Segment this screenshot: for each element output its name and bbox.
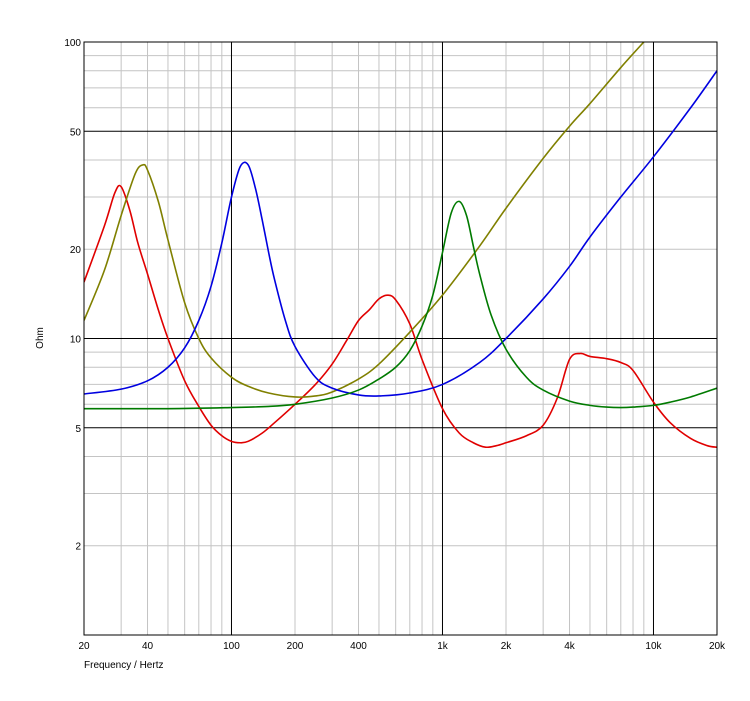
impedance-curve-2 [84, 42, 645, 398]
series-layer [84, 42, 717, 449]
x-axis-title: Frequency / Hertz [84, 660, 163, 671]
y-axis-title: Ohm [35, 327, 46, 349]
x-tick-label: 10k [645, 641, 662, 652]
major-grid [84, 42, 717, 635]
y-tick-label: 100 [64, 38, 81, 49]
plot-frame [83, 41, 718, 636]
x-tick-label: 20 [78, 641, 90, 652]
impedance-curve-1 [84, 184, 717, 449]
x-tick-label: 1k [437, 641, 449, 652]
y-tick-label: 50 [70, 127, 82, 138]
x-tick-label: 100 [223, 641, 240, 652]
x-tick-label: 40 [142, 641, 154, 652]
x-tick-label: 4k [564, 641, 576, 652]
y-tick-label: 2 [75, 542, 81, 553]
x-tick-labels: 20 40 100 200 400 1k 2k 4k 10k 20k [78, 641, 726, 652]
x-tick-label: 2k [501, 641, 513, 652]
y-tick-label: 20 [70, 245, 82, 256]
impedance-curve-4 [84, 200, 717, 410]
y-tick-labels: 2 5 10 20 50 100 [64, 38, 81, 553]
impedance-curve-3 [84, 70, 717, 397]
x-tick-label: 400 [350, 641, 367, 652]
y-tick-label: 10 [70, 335, 82, 346]
y-tick-label: 5 [75, 424, 81, 435]
x-tick-label: 200 [287, 641, 304, 652]
x-tick-label: 20k [709, 641, 726, 652]
